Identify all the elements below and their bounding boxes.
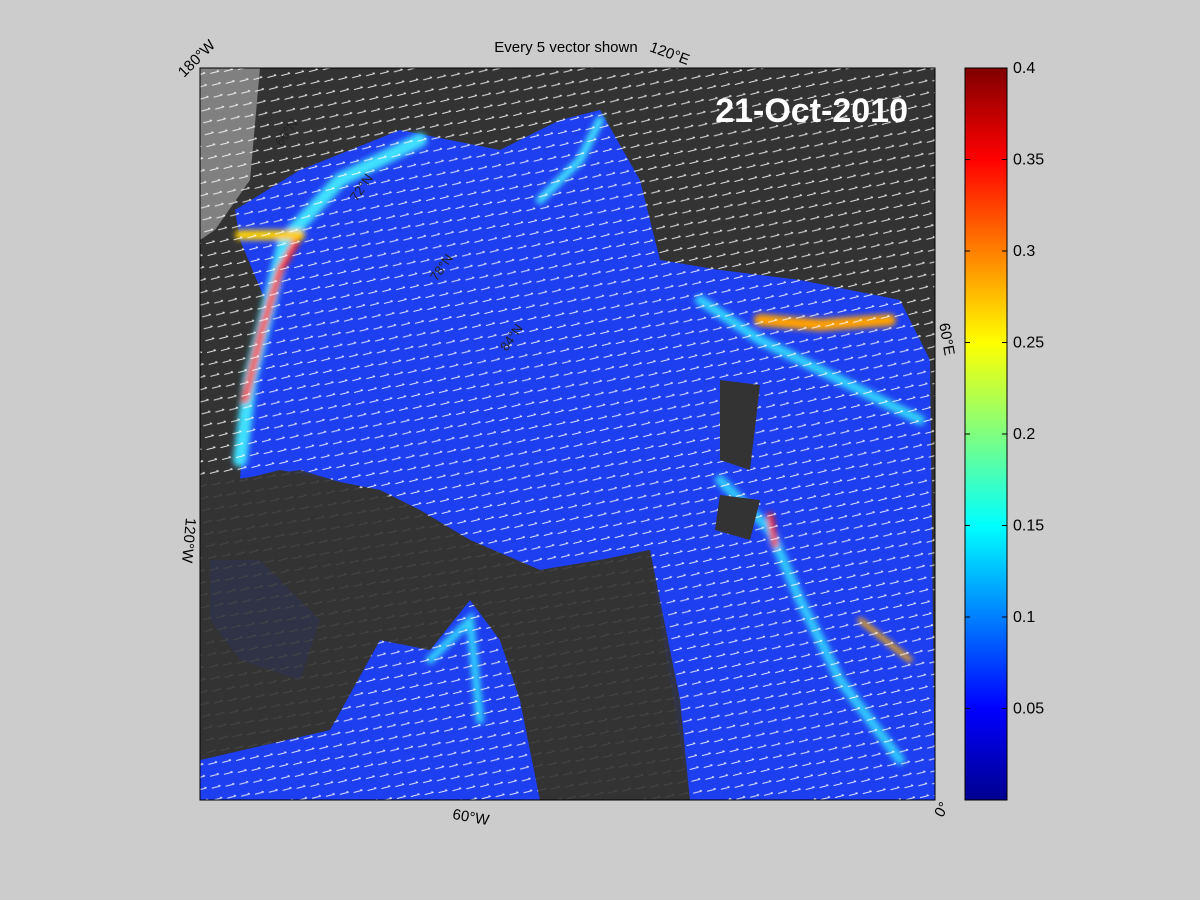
land [200,470,690,800]
colorbar-tick-label: 0.4 [1013,60,1035,77]
island [715,495,760,540]
map-title: Every 5 vector shown [494,39,637,56]
lon-label: 60°W [451,806,491,829]
map-frame [199,67,936,801]
island [720,380,760,470]
colorbar-tick-label: 0.25 [1013,335,1044,352]
map [200,68,935,800]
colorbar-tick-label: 0.1 [1013,609,1035,626]
lon-label: 0° [931,799,953,820]
colorbar-tick-label: 0.2 [1013,426,1035,443]
colorbar-tick-label: 0.15 [1013,518,1044,535]
date-label: 21-Oct-2010 [715,92,908,130]
colorbar-tick-label: 0.05 [1013,701,1044,718]
colorbar-tick-label: 0.3 [1013,243,1035,260]
colorbar-tick-label: 0.35 [1013,152,1044,169]
colorbar [964,67,1008,801]
lon-label: 120°W [178,517,199,564]
lon-label: 120°E [647,39,691,69]
lon-label: 60°E [935,322,957,357]
